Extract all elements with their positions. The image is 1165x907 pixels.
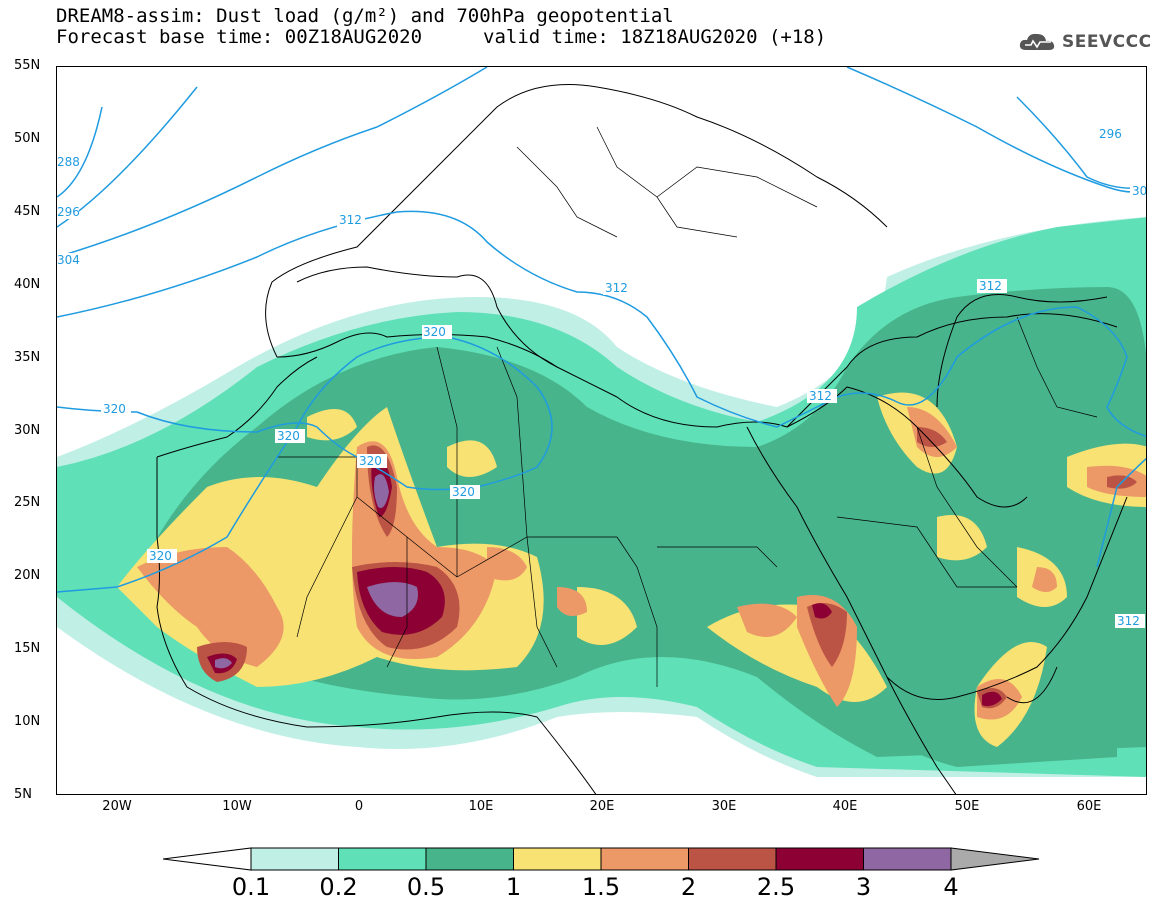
colorbar-tick-label: 2.5 bbox=[756, 873, 796, 901]
colorbar-segment bbox=[250, 847, 339, 871]
latitude-label: 50N bbox=[14, 130, 41, 146]
longitude-label: 40E bbox=[832, 799, 858, 814]
contour-label-320c: 320 bbox=[277, 429, 300, 443]
longitude-label: 20W bbox=[102, 799, 132, 814]
latitude-label: 55N bbox=[14, 58, 41, 73]
contour-label-312a: 312 bbox=[339, 213, 362, 227]
contour-label-320e: 320 bbox=[452, 485, 475, 499]
colorbar-segment bbox=[338, 847, 427, 871]
latitude-label: 25N bbox=[14, 495, 41, 511]
seevccc-logo: SEEVCCC bbox=[1018, 30, 1152, 54]
latitude-label: 40N bbox=[14, 276, 41, 292]
dust-load-map: 288 296 304 312 312 320 320 320 320 320 … bbox=[56, 66, 1147, 795]
colorbar-segment bbox=[688, 847, 777, 871]
longitude-label: 10W bbox=[222, 799, 252, 814]
longitude-label: 50E bbox=[954, 799, 980, 814]
colorbar-over-arrow bbox=[950, 847, 1040, 871]
longitude-label: 30E bbox=[711, 799, 737, 814]
colorbar-under-arrow bbox=[163, 847, 252, 871]
colorbar-segment bbox=[775, 847, 864, 871]
contour-label-320d: 320 bbox=[359, 454, 382, 468]
contour-label-320a: 320 bbox=[423, 325, 446, 339]
colorbar-tick-label: 0.1 bbox=[231, 873, 271, 901]
latitude-label: 20N bbox=[14, 568, 41, 584]
longitude-label: 20E bbox=[589, 799, 615, 814]
colorbar-tick-label: 3 bbox=[855, 873, 872, 901]
coastlines bbox=[156, 84, 1128, 794]
forecast-base-time: Forecast base time: 00Z18AUG2020 bbox=[56, 26, 423, 48]
colorbar-segment bbox=[863, 847, 952, 871]
colorbar-tick-label: 0.2 bbox=[319, 873, 358, 901]
colorbar-segment bbox=[600, 847, 689, 871]
colorbar-segment bbox=[513, 847, 602, 871]
map-canvas: 288 296 304 312 312 320 320 320 320 320 … bbox=[57, 67, 1147, 794]
logo-text: SEEVCCC bbox=[1062, 32, 1152, 52]
cloud-icon bbox=[1019, 33, 1055, 50]
contour-label-304: 304 bbox=[57, 253, 80, 267]
latitude-label: 15N bbox=[14, 641, 41, 657]
contour-label-312d: 312 bbox=[979, 279, 1002, 293]
colorbar-tick-label: 4 bbox=[943, 873, 959, 901]
latitude-label: 30N bbox=[14, 422, 41, 438]
contour-label-296: 296 bbox=[57, 205, 80, 219]
colorbar bbox=[163, 847, 1040, 871]
contour-label-304b: 304 bbox=[1132, 184, 1147, 198]
contour-label-320b: 320 bbox=[103, 402, 126, 416]
colorbar-segment bbox=[425, 847, 514, 871]
colorbar-tick-label: 1 bbox=[505, 873, 522, 901]
map-title: DREAM8-assim: Dust load (g/m²) and 700hP… bbox=[56, 5, 674, 27]
contour-labels: 288 296 304 312 312 320 320 320 320 320 … bbox=[57, 127, 1147, 628]
latitude-label: 35N bbox=[14, 349, 41, 365]
contour-label-296b: 296 bbox=[1099, 127, 1122, 141]
contour-label-312c: 312 bbox=[809, 389, 832, 403]
latitude-label: 5N bbox=[14, 787, 32, 802]
latitude-label: 10N bbox=[14, 714, 41, 730]
longitude-label: 0 bbox=[354, 799, 364, 814]
dust-layer-3 bbox=[215, 474, 418, 669]
longitude-label: 60E bbox=[1076, 799, 1102, 814]
contour-label-312b: 312 bbox=[605, 281, 628, 295]
colorbar-tick-label: 0.5 bbox=[406, 873, 446, 901]
contour-label-320f: 320 bbox=[149, 549, 172, 563]
contour-label-312e: 312 bbox=[1117, 614, 1140, 628]
contour-label-288: 288 bbox=[57, 155, 80, 169]
longitude-label: 10E bbox=[468, 799, 494, 814]
colorbar-tick-label: 2 bbox=[680, 873, 697, 901]
colorbar-tick-label: 1.5 bbox=[581, 873, 621, 901]
valid-time: valid time: 18Z18AUG2020 (+18) bbox=[483, 26, 827, 48]
latitude-label: 45N bbox=[14, 203, 41, 219]
